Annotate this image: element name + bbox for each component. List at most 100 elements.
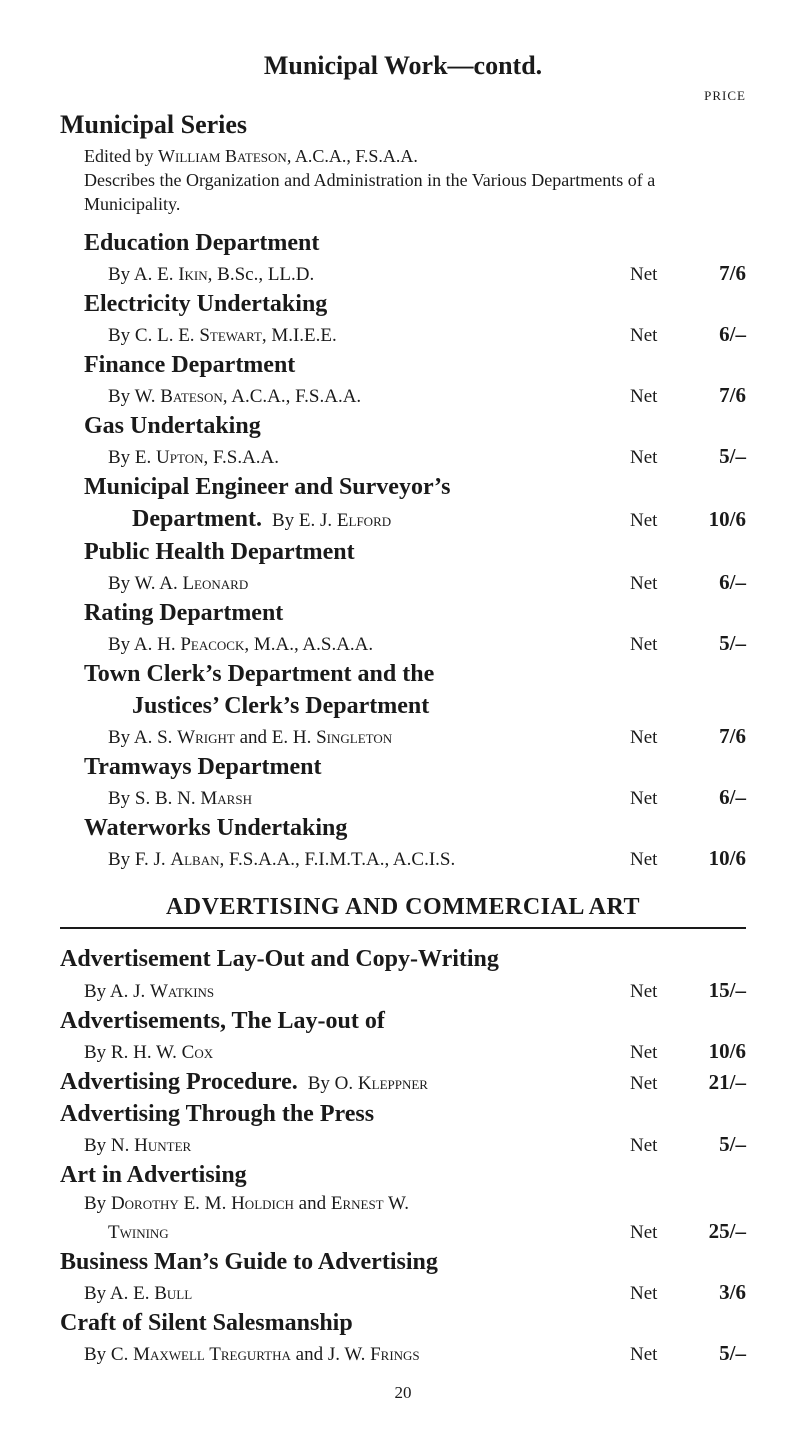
- author: Elford: [337, 510, 391, 531]
- author: Bateson: [160, 386, 223, 407]
- section-heading-advertising: ADVERTISING AND COMMERCIAL ART: [60, 891, 746, 929]
- author: Leonard: [182, 573, 248, 594]
- page-number: 20: [60, 1382, 746, 1405]
- by-prefix: By A. J.: [84, 981, 150, 1002]
- item-title: Advertising Through the Press: [60, 1098, 374, 1130]
- dept-title-cont: Justices’ Clerk’s Department: [60, 690, 429, 722]
- net-label: Net: [620, 1281, 690, 1307]
- byline: By N. Hunter: [60, 1133, 191, 1159]
- item-title: Craft of Silent Salesmanship: [60, 1307, 353, 1339]
- series-desc-line2: Describes the Organization and Administr…: [84, 170, 655, 214]
- author: Dorothy: [111, 1193, 179, 1214]
- author-suffix: , F.S.A.A.: [203, 447, 279, 468]
- dept-title: Rating Department: [60, 597, 283, 629]
- net-label: Net: [620, 786, 690, 812]
- by-prefix: By A. H.: [108, 634, 180, 655]
- dept-title: Municipal Engineer and Surveyor’s: [60, 471, 450, 503]
- price: 7/6: [690, 381, 746, 409]
- net-label: Net: [620, 1133, 690, 1159]
- author: Bull: [154, 1283, 192, 1304]
- price: 5/–: [690, 1339, 746, 1367]
- net-label: Net: [620, 1342, 690, 1368]
- author: Upton: [156, 447, 203, 468]
- by-prefix: By E. J.: [272, 510, 337, 531]
- main-heading: Municipal Work—contd.: [60, 48, 746, 83]
- author-3: Ernest: [331, 1193, 384, 1214]
- by-prefix: By C.: [84, 1344, 133, 1365]
- by-prefix: By E.: [108, 447, 156, 468]
- net-label: Net: [620, 323, 690, 349]
- price: 6/–: [690, 568, 746, 596]
- byline: By A. E. Bull: [60, 1281, 192, 1307]
- price: 10/6: [690, 1037, 746, 1065]
- item-title: Art in Advertising: [60, 1159, 247, 1191]
- byline-line1: By Dorothy E. M. Holdich and Ernest W.: [60, 1191, 409, 1217]
- editor-name: William Bateson: [158, 146, 287, 166]
- author-2: Frings: [370, 1344, 420, 1365]
- byline: By S. B. N. Marsh: [60, 786, 252, 812]
- dept-title: Finance Department: [60, 349, 295, 381]
- price: 10/6: [690, 844, 746, 872]
- byline: By O. Kleppner: [308, 1071, 428, 1097]
- mid: E. M.: [179, 1193, 231, 1214]
- byline: By A. J. Watkins: [60, 979, 214, 1005]
- price: 15/–: [690, 976, 746, 1004]
- author-mid: and E. H.: [235, 727, 316, 748]
- author: Kleppner: [358, 1073, 428, 1094]
- byline: By W. Bateson, A.C.A., F.S.A.A.: [60, 384, 361, 410]
- net-label: Net: [620, 1071, 690, 1097]
- author: Wright: [177, 727, 235, 748]
- author: Hunter: [134, 1135, 191, 1156]
- byline: By A. H. Peacock, M.A., A.S.A.A.: [60, 632, 373, 658]
- author-2: Holdich: [231, 1193, 294, 1214]
- by-prefix: By: [84, 1193, 111, 1214]
- by-prefix: By O.: [308, 1073, 358, 1094]
- dept-title: Gas Undertaking: [60, 410, 261, 442]
- net-label: Net: [620, 571, 690, 597]
- price: 7/6: [690, 722, 746, 750]
- item-title: Advertising Procedure.: [60, 1066, 298, 1098]
- net-label: Net: [620, 1220, 690, 1246]
- byline: By E. J. Elford: [272, 508, 391, 534]
- dept-title: Education Department: [60, 227, 319, 259]
- byline: By A. S. Wright and E. H. Singleton: [60, 725, 392, 751]
- price: 6/–: [690, 320, 746, 348]
- net-label: Net: [620, 847, 690, 873]
- dept-title: Electricity Undertaking: [60, 288, 327, 320]
- author-suffix: , A.C.A., F.S.A.A.: [223, 386, 361, 407]
- by-prefix: By F. J.: [108, 849, 170, 870]
- item-title: Advertisements, The Lay-out of: [60, 1005, 385, 1037]
- net-label: Net: [620, 445, 690, 471]
- author: Watkins: [150, 981, 214, 1002]
- author: Ikin: [178, 264, 207, 285]
- byline-line2: Twining: [60, 1220, 169, 1246]
- author: Stewart: [199, 325, 262, 346]
- net-label: Net: [620, 1040, 690, 1066]
- dept-title: Tramways Department: [60, 751, 322, 783]
- by-prefix: By N.: [84, 1135, 134, 1156]
- price: 7/6: [690, 259, 746, 287]
- author-suffix: , M.I.E.E.: [262, 325, 337, 346]
- dept-title: Waterworks Undertaking: [60, 812, 347, 844]
- author-2: Singleton: [316, 727, 392, 748]
- byline: By A. E. Ikin, B.Sc., LL.D.: [60, 262, 314, 288]
- mid: and J. W.: [291, 1344, 370, 1365]
- series-heading: Municipal Series: [60, 107, 746, 142]
- editor-suffix: , A.C.A., F.S.A.A.: [287, 146, 418, 166]
- by-prefix: By C. L. E.: [108, 325, 199, 346]
- by-prefix: By S. B. N.: [108, 788, 200, 809]
- dept-title: Public Health Department: [60, 536, 355, 568]
- author-suffix: , M.A., A.S.A.A.: [244, 634, 373, 655]
- author: Alban: [170, 849, 219, 870]
- price: 5/–: [690, 1130, 746, 1158]
- author: Marsh: [200, 788, 252, 809]
- price: 21/–: [690, 1068, 746, 1096]
- author-suffix: , F.S.A.A., F.I.M.T.A., A.C.I.S.: [219, 849, 455, 870]
- item-title: Business Man’s Guide to Advertising: [60, 1246, 438, 1278]
- net-label: Net: [620, 725, 690, 751]
- net-label: Net: [620, 384, 690, 410]
- mid-3: W.: [384, 1193, 409, 1214]
- price: 3/6: [690, 1278, 746, 1306]
- price-column-label: PRICE: [60, 87, 746, 105]
- byline: By C. L. E. Stewart, M.I.E.E.: [60, 323, 337, 349]
